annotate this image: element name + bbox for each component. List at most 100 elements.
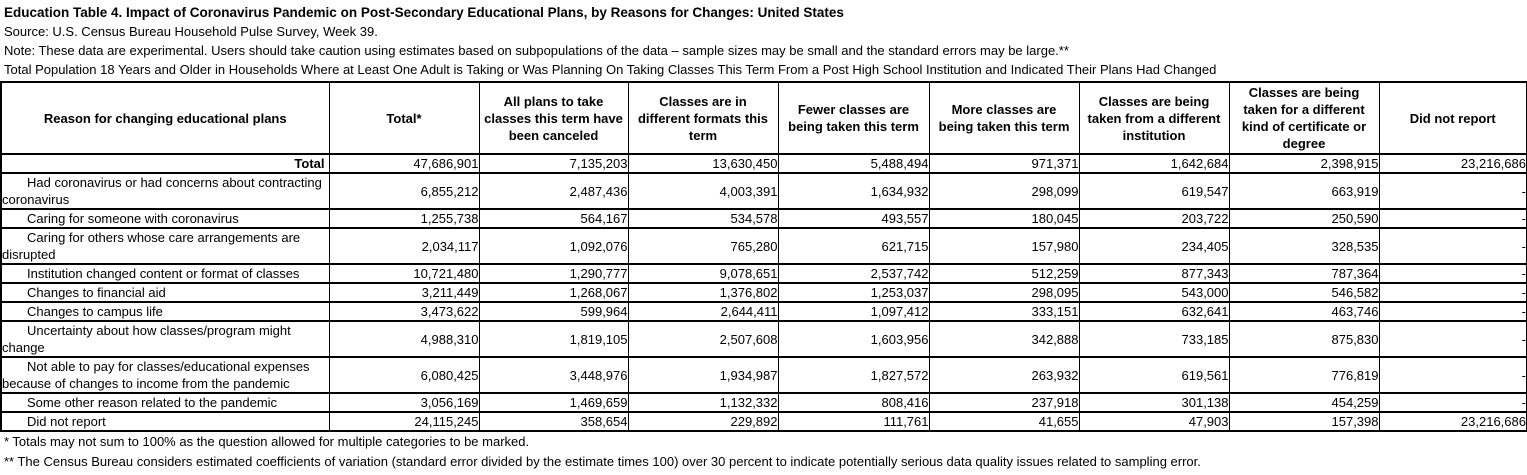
cell-value: 3,473,622 — [328, 301, 480, 322]
cell-value: 263,932 — [928, 356, 1080, 394]
cell-value: 1,469,659 — [478, 392, 629, 413]
cell-value: 23,216,686 — [1378, 153, 1527, 174]
row-label: Had coronavirus or had concerns about co… — [0, 172, 330, 210]
cell-value: 1,642,684 — [1078, 153, 1230, 174]
table-row: Some other reason related to the pandemi… — [0, 392, 1527, 413]
cell-value: 24,115,245 — [328, 411, 480, 432]
cell-value: 298,099 — [928, 172, 1080, 210]
table-row: Caring for someone with coronavirus 1,255… — [0, 208, 1527, 229]
cell-value: 301,138 — [1078, 392, 1230, 413]
cell-value: 454,259 — [1228, 392, 1380, 413]
cell-value: 493,557 — [777, 208, 930, 229]
footnote-variation: ** The Census Bureau considers estimated… — [4, 454, 1201, 469]
cell-value: 3,211,449 — [328, 282, 480, 303]
cell-value: 13,630,450 — [627, 153, 779, 174]
cell-value: 2,487,436 — [478, 172, 629, 210]
cell-value: 229,892 — [627, 411, 779, 432]
cell-value: 10,721,480 — [328, 263, 480, 284]
cell-value: 47,903 — [1078, 411, 1230, 432]
row-label: Caring for someone with coronavirus — [0, 208, 330, 229]
cell-value: 2,034,117 — [328, 227, 480, 265]
cell-value: - — [1378, 356, 1527, 394]
cell-value: 621,715 — [777, 227, 930, 265]
cell-value: 1,634,932 — [777, 172, 930, 210]
column-header-total: Total* — [328, 81, 480, 155]
cell-value: 3,448,976 — [478, 356, 629, 394]
cell-value: 1,934,987 — [627, 356, 779, 394]
cell-value: 534,578 — [627, 208, 779, 229]
cell-value: 333,151 — [928, 301, 1080, 322]
cell-value: - — [1378, 392, 1527, 413]
cell-value: - — [1378, 208, 1527, 229]
cell-value: 971,371 — [928, 153, 1080, 174]
cell-value: 3,056,169 — [328, 392, 480, 413]
cell-value: 512,259 — [928, 263, 1080, 284]
cell-value: 1,827,572 — [777, 356, 930, 394]
table-row: Changes to campus life 3,473,622 599,964 2,… — [0, 301, 1527, 322]
cell-value: 203,722 — [1078, 208, 1230, 229]
cell-value: 2,537,742 — [777, 263, 930, 284]
cell-value: 41,655 — [928, 411, 1080, 432]
note-line: Note: These data are experimental. Users… — [4, 43, 1069, 58]
cell-value: 298,095 — [928, 282, 1080, 303]
cell-value: 7,135,203 — [478, 153, 629, 174]
cell-value: 463,746 — [1228, 301, 1380, 322]
table-row: Caring for others whose care arrangement… — [0, 227, 1527, 265]
row-label: Changes to financial aid — [0, 282, 330, 303]
cell-value: 4,003,391 — [627, 172, 779, 210]
cell-value: - — [1378, 301, 1527, 322]
cell-value: 234,405 — [1078, 227, 1230, 265]
cell-value: 2,644,411 — [627, 301, 779, 322]
column-header-different-formats: Classes are in different formats this te… — [627, 81, 779, 155]
cell-value: 1,603,956 — [777, 320, 930, 358]
page-title: Education Table 4. Impact of Coronavirus… — [4, 5, 844, 20]
cell-value: 342,888 — [928, 320, 1080, 358]
cell-value: 1,097,412 — [777, 301, 930, 322]
column-header-more-classes: More classes are being taken this term — [928, 81, 1080, 155]
row-label: Changes to campus life — [0, 301, 330, 322]
row-label: Total — [0, 153, 330, 174]
cell-value: 787,364 — [1228, 263, 1380, 284]
cell-value: 632,641 — [1078, 301, 1230, 322]
cell-value: - — [1378, 282, 1527, 303]
cell-value: 250,590 — [1228, 208, 1380, 229]
row-label: Did not report — [0, 411, 330, 432]
cell-value: 237,918 — [928, 392, 1080, 413]
cell-value: 733,185 — [1078, 320, 1230, 358]
cell-value: 6,855,212 — [328, 172, 480, 210]
row-label: Not able to pay for classes/educational … — [0, 356, 330, 394]
cell-value: 2,507,608 — [627, 320, 779, 358]
column-header-fewer-classes: Fewer classes are being taken this term — [777, 81, 930, 155]
row-label: Some other reason related to the pandemi… — [0, 392, 330, 413]
column-header-different-institution: Classes are being taken from a different… — [1078, 81, 1230, 155]
cell-value: 808,416 — [777, 392, 930, 413]
source-line: Source: U.S. Census Bureau Household Pul… — [4, 24, 378, 39]
cell-value: 765,280 — [627, 227, 779, 265]
table-body: Total 47,686,901 7,135,203 13,630,450 5,488,… — [0, 153, 1527, 432]
row-label: Institution changed content or format of… — [0, 263, 330, 284]
cell-value: 1,376,802 — [627, 282, 779, 303]
cell-value: 157,980 — [928, 227, 1080, 265]
table-row: Institution changed content or format of… — [0, 263, 1527, 284]
cell-value: 1,268,067 — [478, 282, 629, 303]
cell-value: 543,000 — [1078, 282, 1230, 303]
column-header-reason: Reason for changing educational plans — [0, 81, 330, 155]
cell-value: 6,080,425 — [328, 356, 480, 394]
cell-value: 776,819 — [1228, 356, 1380, 394]
cell-value: 546,582 — [1228, 282, 1380, 303]
column-header-did-not-report: Did not report — [1378, 81, 1527, 155]
table-header-block: Education Table 4. Impact of Coronavirus… — [0, 3, 1527, 79]
cell-value: 23,216,686 — [1378, 411, 1527, 432]
cell-value: 180,045 — [928, 208, 1080, 229]
cell-value: 328,535 — [1228, 227, 1380, 265]
cell-value: - — [1378, 320, 1527, 358]
table-row: Total 47,686,901 7,135,203 13,630,450 5,488,… — [0, 153, 1527, 174]
cell-value: 1,819,105 — [478, 320, 629, 358]
cell-value: 1,253,037 — [777, 282, 930, 303]
cell-value: 619,547 — [1078, 172, 1230, 210]
footnote-totals: * Totals may not sum to 100% as the ques… — [4, 434, 530, 449]
table-row: Changes to financial aid 3,211,449 1,268,0… — [0, 282, 1527, 303]
cell-value: 619,561 — [1078, 356, 1230, 394]
cell-value: 875,830 — [1228, 320, 1380, 358]
